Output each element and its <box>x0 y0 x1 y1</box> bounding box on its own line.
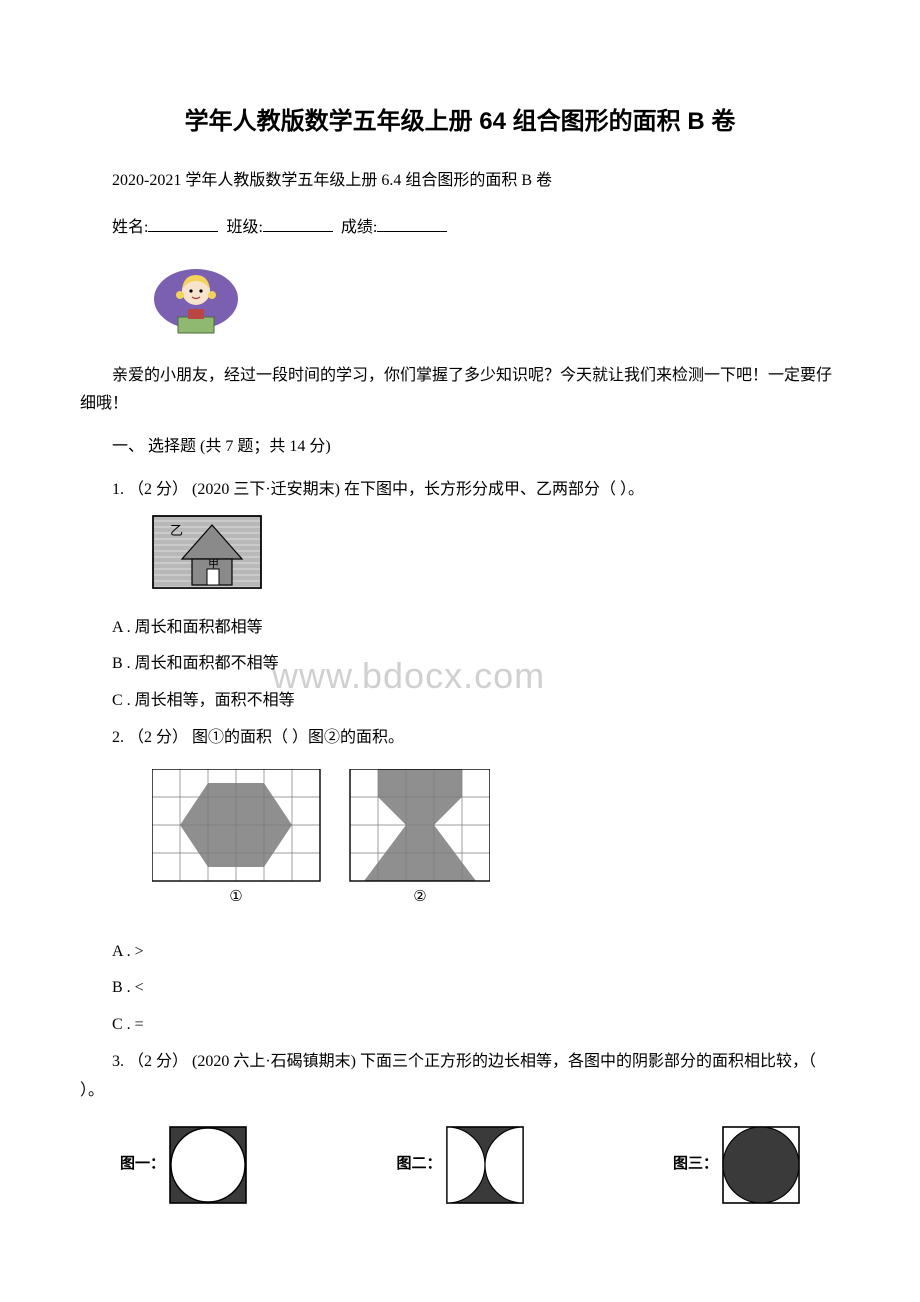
q3-fig2-label: 图二： <box>396 1151 441 1178</box>
q2-stem: 2. （2 分） 图①的面积（ ）图②的面积。 <box>80 724 840 753</box>
q3-fig1: 图一： <box>120 1126 247 1204</box>
svg-text:②: ② <box>413 889 426 905</box>
intro-text: 亲爱的小朋友，经过一段时间的学习，你们掌握了多少知识呢？今天就让我们来检测一下吧… <box>80 362 840 420</box>
q2-option-b: B . < <box>80 974 840 1003</box>
form-line: 姓名: 班级: 成绩: <box>80 214 840 243</box>
score-blank <box>377 216 447 232</box>
page-title: 学年人教版数学五年级上册 64 组合图形的面积 B 卷 <box>80 100 840 143</box>
section-header: 一、 选择题 (共 7 题；共 14 分) <box>80 433 840 462</box>
q3-stem: 3. （2 分） (2020 六上·石碣镇期末) 下面三个正方形的边长相等，各图… <box>80 1048 840 1106</box>
class-label: 班级: <box>226 219 262 236</box>
subtitle: 2020-2021 学年人教版数学五年级上册 6.4 组合图形的面积 B 卷 <box>80 167 840 196</box>
class-blank <box>263 216 333 232</box>
avatar-illustration <box>152 265 840 352</box>
name-blank <box>148 216 218 232</box>
name-label: 姓名: <box>112 219 148 236</box>
q2-option-a: A . > <box>80 938 840 967</box>
q3-fig3-label: 图三： <box>673 1151 718 1178</box>
q1-option-b: www.bdocx.com B . 周长和面积都不相等 <box>80 650 840 679</box>
q3-fig1-label: 图一： <box>120 1151 165 1178</box>
q2-option-c: C . = <box>80 1011 840 1040</box>
q3-fig2: 图二： <box>396 1126 523 1204</box>
q2-figure: ① ② <box>152 769 840 922</box>
q1-option-a: A . 周长和面积都相等 <box>80 614 840 643</box>
q3-figures: 图一： 图二： 图三： <box>120 1126 800 1204</box>
q1-optA-text: A . 周长和面积都相等 <box>112 619 263 636</box>
q1-optB-text: B . 周长和面积都不相等 <box>112 655 279 672</box>
svg-text:乙: 乙 <box>170 523 183 538</box>
q1-figure: 乙 甲 <box>152 515 840 600</box>
q1-stem: 1. （2 分） (2020 三下·迁安期末) 在下图中，长方形分成甲、乙两部分… <box>80 476 840 505</box>
q1-option-c: C . 周长相等，面积不相等 <box>80 687 840 716</box>
score-label: 成绩: <box>341 219 377 236</box>
svg-text:甲: 甲 <box>208 558 219 570</box>
svg-text:①: ① <box>229 889 242 905</box>
q3-fig3: 图三： <box>673 1126 800 1204</box>
